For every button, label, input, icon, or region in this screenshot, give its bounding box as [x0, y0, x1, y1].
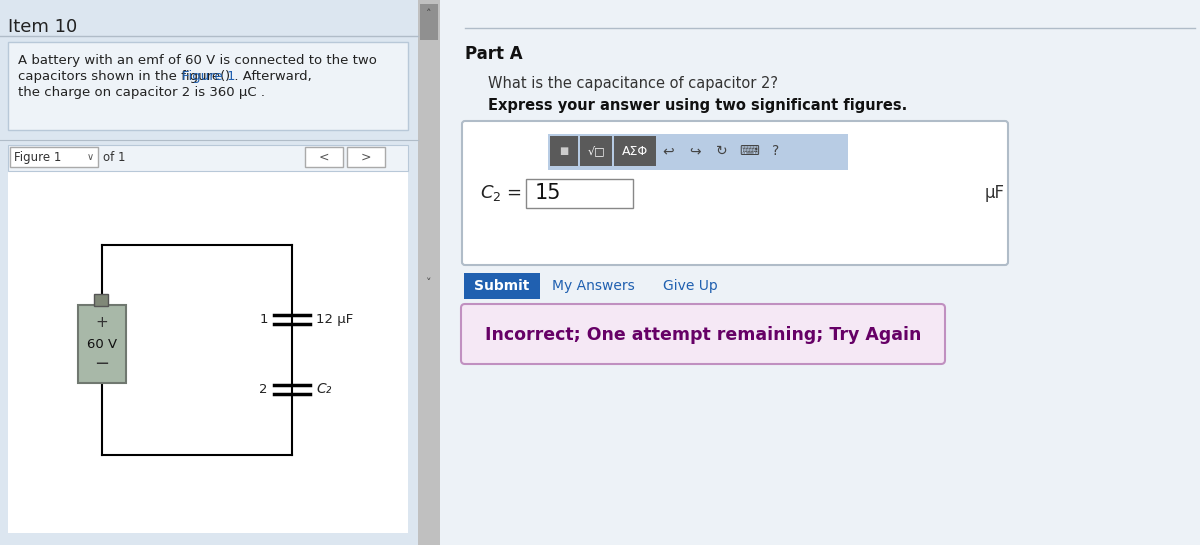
- FancyBboxPatch shape: [10, 147, 98, 167]
- Text: ↩: ↩: [662, 144, 674, 158]
- Bar: [420, 4, 438, 40]
- FancyBboxPatch shape: [8, 42, 408, 130]
- Text: Part A: Part A: [466, 45, 523, 63]
- Text: Submit: Submit: [474, 279, 529, 293]
- Text: ?: ?: [773, 144, 780, 158]
- Text: My Answers: My Answers: [552, 279, 635, 293]
- Text: <: <: [319, 150, 329, 164]
- FancyBboxPatch shape: [305, 147, 343, 167]
- Text: ˄: ˄: [426, 9, 432, 19]
- Text: Incorrect; One attempt remaining; Try Again: Incorrect; One attempt remaining; Try Ag…: [485, 326, 922, 344]
- Bar: [550, 136, 578, 166]
- Text: Item 10: Item 10: [8, 18, 77, 36]
- Text: ΑΣΦ: ΑΣΦ: [622, 144, 648, 158]
- Text: +: +: [96, 314, 108, 330]
- Text: capacitors shown in the figure(: capacitors shown in the figure(: [18, 70, 226, 83]
- Text: ˅: ˅: [426, 278, 432, 288]
- Text: $C_2$ =: $C_2$ =: [480, 183, 522, 203]
- Text: 12 μF: 12 μF: [316, 312, 353, 325]
- Text: Express your answer using two significant figures.: Express your answer using two significan…: [488, 98, 907, 113]
- Bar: [440, 0, 1200, 545]
- Text: >: >: [361, 150, 371, 164]
- Text: 15: 15: [535, 183, 562, 203]
- Bar: [418, 0, 440, 545]
- FancyBboxPatch shape: [347, 147, 385, 167]
- FancyBboxPatch shape: [526, 179, 634, 208]
- Text: 60 V: 60 V: [86, 337, 118, 350]
- Bar: [614, 136, 656, 166]
- Bar: [94, 294, 108, 306]
- Bar: [8, 145, 408, 171]
- Bar: [8, 171, 408, 533]
- Text: −: −: [95, 355, 109, 373]
- Text: What is the capacitance of capacitor 2?: What is the capacitance of capacitor 2?: [488, 76, 778, 91]
- Text: 1: 1: [259, 312, 268, 325]
- Text: ↻: ↻: [716, 144, 728, 158]
- Text: 2: 2: [259, 383, 268, 396]
- Text: Figure 1: Figure 1: [14, 150, 61, 164]
- Text: ) . Afterward,: ) . Afterward,: [224, 70, 312, 83]
- FancyBboxPatch shape: [462, 121, 1008, 265]
- Text: ⌨: ⌨: [739, 144, 760, 158]
- Bar: [0, 0, 418, 545]
- Text: the charge on capacitor 2 is 360 μC .: the charge on capacitor 2 is 360 μC .: [18, 86, 265, 99]
- Text: √□: √□: [587, 146, 605, 156]
- Text: ■: ■: [559, 146, 569, 156]
- Text: ↪: ↪: [689, 144, 701, 158]
- FancyBboxPatch shape: [461, 304, 946, 364]
- Text: Give Up: Give Up: [662, 279, 718, 293]
- Text: μF: μF: [985, 184, 1006, 202]
- Text: ∨: ∨: [86, 152, 94, 162]
- Text: of 1: of 1: [103, 150, 126, 164]
- Text: A battery with an emf of 60 V is connected to the two: A battery with an emf of 60 V is connect…: [18, 54, 377, 67]
- Bar: [580, 136, 612, 166]
- Text: C₂: C₂: [316, 382, 331, 396]
- Bar: [548, 134, 848, 170]
- Bar: [78, 305, 126, 383]
- Text: Figure 1: Figure 1: [182, 70, 235, 83]
- FancyBboxPatch shape: [464, 273, 540, 299]
